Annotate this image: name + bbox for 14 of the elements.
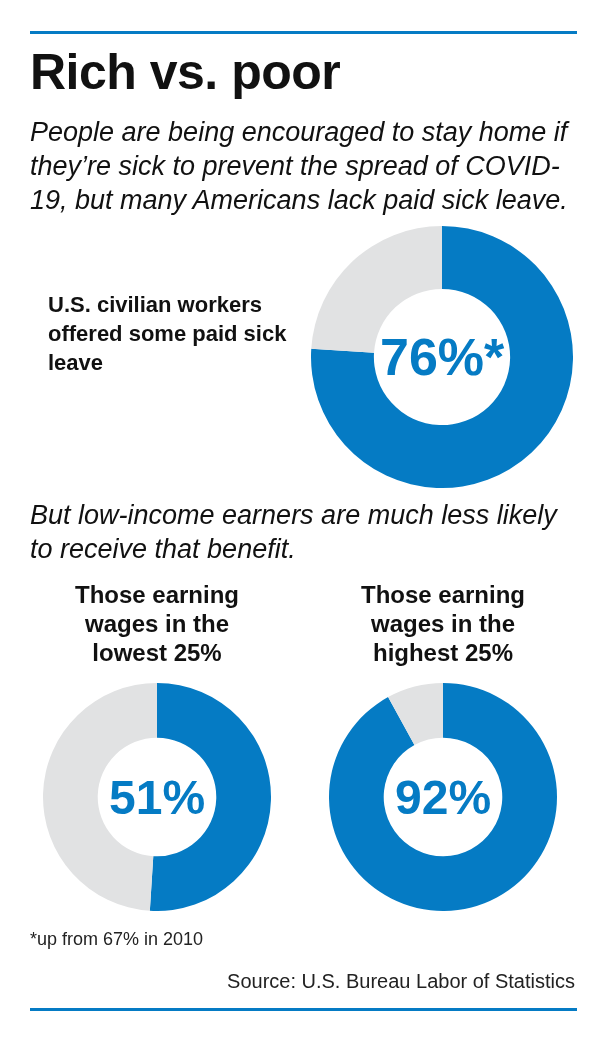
chart-title: Those earning wages in the highest 25% <box>360 580 526 667</box>
data-label: 92% <box>395 771 492 824</box>
chart-title: Rich vs. poor <box>30 44 342 100</box>
donut-slice <box>388 683 443 746</box>
chart-title: Those earning wages in the lowest 25% <box>74 580 240 667</box>
chart-subtitle: But low-income earners are much less likely to receive that benefit. <box>30 499 559 566</box>
donut-slice <box>311 226 573 488</box>
text: U.S. civilian workers offered some paid sick leave <box>48 291 288 377</box>
data-label: 51% <box>109 771 206 824</box>
data-label: 76%* <box>380 328 506 386</box>
source-note: Source: U.S. Bureau Labor of Statistics <box>227 970 575 992</box>
donut-slice <box>329 683 557 911</box>
chart-subtitle: People are being encouraged to stay home if they’re sick to prevent the spread of COVID-19, but many Americans lack paid sick leave. <box>30 116 571 217</box>
text: *up from 67% in 2010 <box>30 928 204 950</box>
